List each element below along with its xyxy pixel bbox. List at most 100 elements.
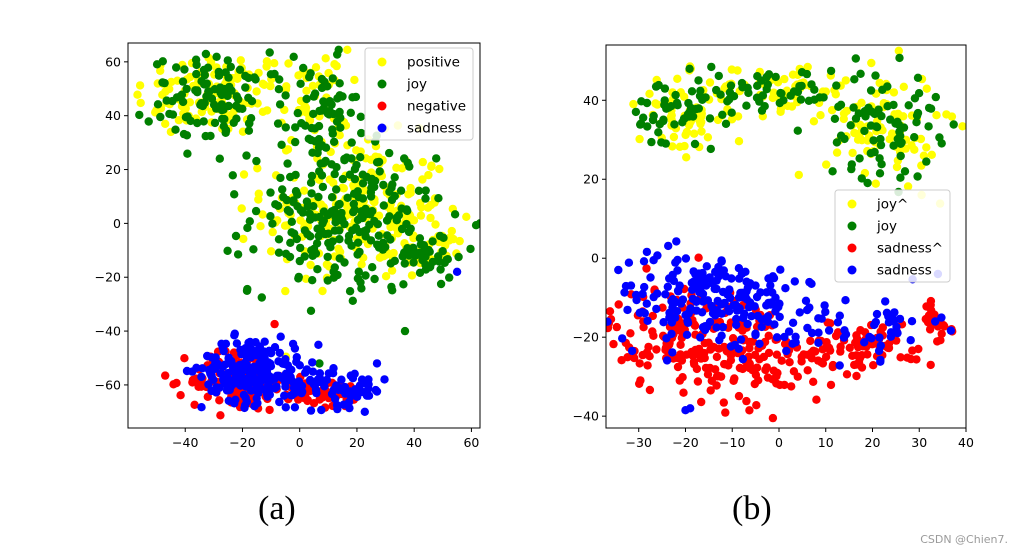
- point-joy: [289, 52, 298, 61]
- point-sadness: [250, 402, 259, 411]
- point-sadness: [606, 317, 612, 326]
- point-sadness-hat: [826, 319, 835, 328]
- point-joy: [425, 263, 434, 272]
- point-joy: [419, 241, 429, 250]
- point-sadness-hat: [720, 359, 729, 369]
- point-sadness: [718, 322, 728, 332]
- point-joy: [875, 154, 884, 163]
- point-sadness: [692, 306, 701, 315]
- point-sadness: [639, 257, 649, 266]
- point-sadness: [712, 323, 721, 332]
- point-sadness: [642, 299, 651, 308]
- point-sadness-hat: [617, 356, 626, 365]
- point-joy: [869, 136, 878, 145]
- point-joy: [742, 101, 751, 110]
- point-joy: [328, 129, 337, 138]
- point-negative: [190, 400, 199, 409]
- point-sadness: [238, 360, 247, 369]
- point-sadness: [743, 319, 752, 329]
- point-joy: [910, 133, 919, 142]
- point-joy: [346, 108, 355, 118]
- point-joy: [315, 167, 324, 176]
- point-joy: [313, 265, 322, 274]
- point-sadness-hat: [630, 353, 639, 363]
- point-sadness: [717, 257, 726, 266]
- point-sadness: [182, 366, 192, 376]
- point-joy: [353, 274, 363, 283]
- point-joy: [694, 76, 703, 85]
- point-joy-hat: [682, 153, 691, 162]
- point-positive: [423, 203, 433, 212]
- point-sadness: [712, 306, 722, 315]
- point-sadness: [314, 340, 323, 349]
- point-sadness: [681, 254, 691, 263]
- point-joy: [192, 69, 201, 79]
- legend-label: joy: [406, 77, 427, 93]
- point-joy-hat: [903, 182, 913, 191]
- point-sadness-hat: [720, 342, 729, 352]
- point-sadness: [805, 277, 814, 287]
- point-positive: [311, 63, 321, 72]
- point-joy: [678, 118, 687, 127]
- point-positive: [308, 81, 318, 91]
- point-joy: [875, 169, 885, 178]
- point-sadness-hat: [730, 374, 739, 383]
- point-joy: [295, 256, 304, 266]
- point-joy: [182, 131, 192, 140]
- point-sadness-hat: [764, 331, 773, 340]
- point-joy: [212, 52, 221, 61]
- point-joy: [205, 87, 214, 96]
- point-positive: [418, 175, 427, 184]
- point-positive: [318, 286, 327, 296]
- point-negative: [161, 371, 170, 380]
- point-sadness-hat: [821, 352, 831, 362]
- point-joy-hat: [673, 74, 682, 84]
- point-sadness-hat: [694, 253, 703, 262]
- point-sadness: [742, 287, 751, 296]
- point-negative: [194, 382, 203, 391]
- point-sadness: [700, 322, 709, 331]
- point-sadness-hat: [719, 398, 728, 407]
- point-joy: [714, 71, 723, 81]
- point-joy: [762, 72, 771, 82]
- point-sadness: [649, 256, 658, 265]
- point-sadness: [801, 296, 811, 305]
- point-joy: [815, 93, 824, 102]
- point-sadness: [895, 314, 905, 324]
- point-sadness-hat: [768, 413, 778, 423]
- point-sadness: [312, 388, 321, 398]
- point-joy: [329, 137, 339, 146]
- point-joy-hat: [910, 145, 919, 154]
- point-sadness-hat: [831, 331, 841, 341]
- point-sadness-hat: [726, 351, 736, 360]
- point-joy: [692, 104, 701, 114]
- point-sadness: [892, 322, 901, 332]
- point-joy-hat: [848, 148, 857, 158]
- point-joy: [281, 91, 290, 100]
- point-joy-hat: [887, 129, 897, 138]
- point-joy: [221, 68, 230, 77]
- x-tick-label: 20: [349, 435, 365, 450]
- point-joy: [252, 156, 261, 166]
- point-joy: [183, 149, 192, 158]
- point-joy: [316, 159, 325, 168]
- point-joy: [726, 81, 736, 90]
- point-joy: [153, 100, 163, 109]
- point-positive: [252, 87, 261, 96]
- point-joy: [206, 131, 215, 141]
- point-sadness: [322, 375, 332, 385]
- point-joy: [270, 69, 279, 79]
- y-tick-label: 40: [105, 108, 121, 123]
- point-joy: [223, 246, 232, 255]
- point-joy: [327, 193, 337, 202]
- point-sadness: [206, 369, 216, 379]
- point-joy: [230, 190, 239, 199]
- point-sadness: [821, 307, 830, 317]
- legend-label: sadness: [407, 121, 462, 137]
- point-sadness-hat: [762, 363, 771, 372]
- point-joy: [895, 127, 904, 136]
- point-joy: [273, 119, 283, 128]
- point-sadness: [320, 382, 329, 391]
- point-sadness: [252, 394, 261, 403]
- y-tick-label: −40: [95, 324, 121, 339]
